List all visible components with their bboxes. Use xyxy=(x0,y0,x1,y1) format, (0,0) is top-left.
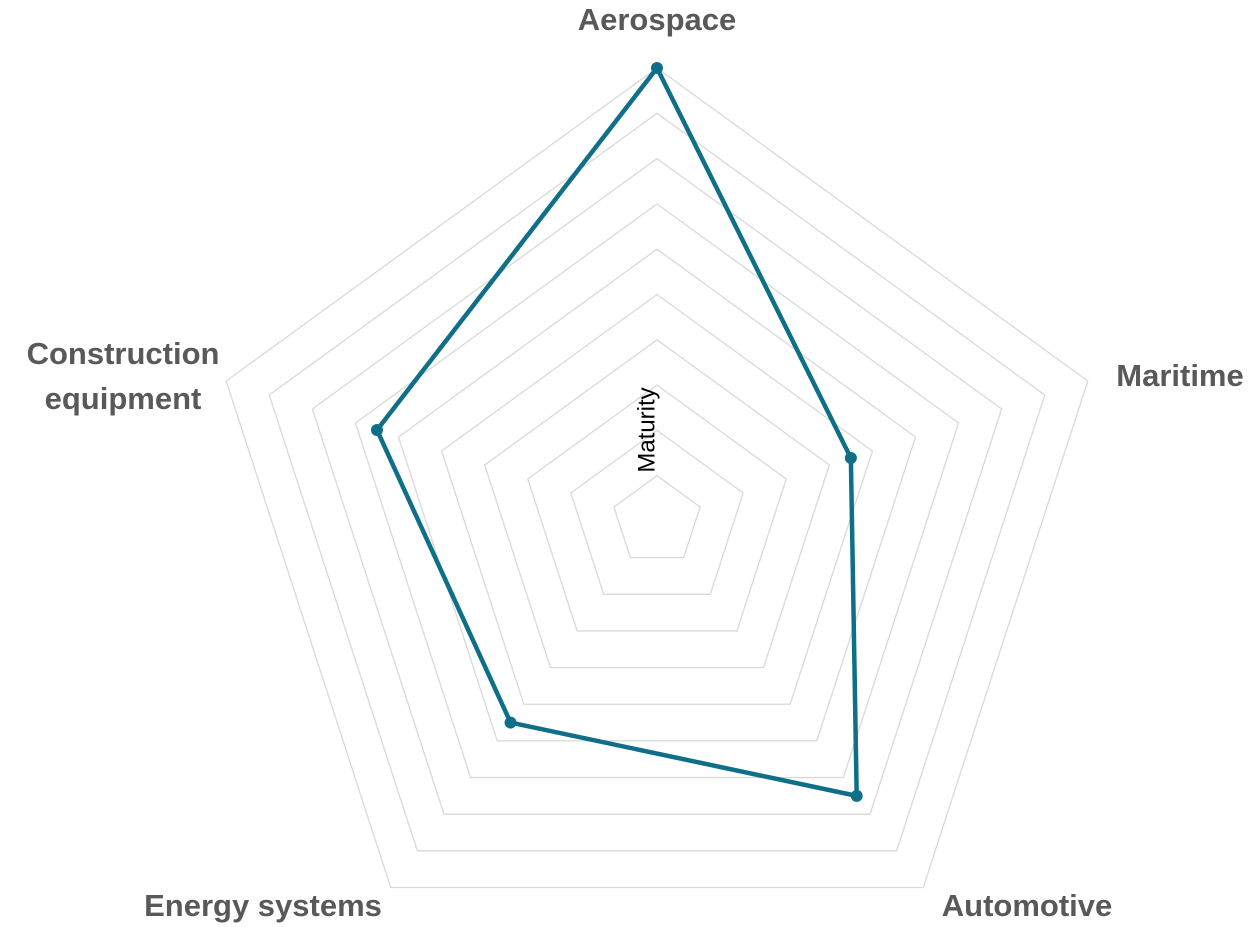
grid-ring xyxy=(440,293,874,705)
category-label: Automotive xyxy=(942,888,1113,923)
grid-ring xyxy=(526,384,788,632)
category-label: Construction equipment xyxy=(27,336,220,416)
grid-ring xyxy=(483,338,831,669)
category-label: Aerospace xyxy=(578,2,737,37)
data-point xyxy=(850,789,863,802)
grid-ring xyxy=(311,157,1003,815)
grid-ring xyxy=(570,429,744,595)
axis-title: Maturity xyxy=(633,387,660,472)
category-label: Maritime xyxy=(1116,358,1243,393)
data-point xyxy=(504,716,517,729)
grid-ring xyxy=(225,67,1089,889)
data-point xyxy=(370,424,383,437)
grid-ring xyxy=(268,112,1046,852)
grid-ring xyxy=(354,203,960,779)
grid-ring xyxy=(613,474,701,559)
data-point xyxy=(844,452,857,465)
series-line xyxy=(374,65,859,799)
grid-ring xyxy=(397,248,917,742)
category-label: Energy systems xyxy=(144,888,382,923)
data-point xyxy=(651,62,663,74)
